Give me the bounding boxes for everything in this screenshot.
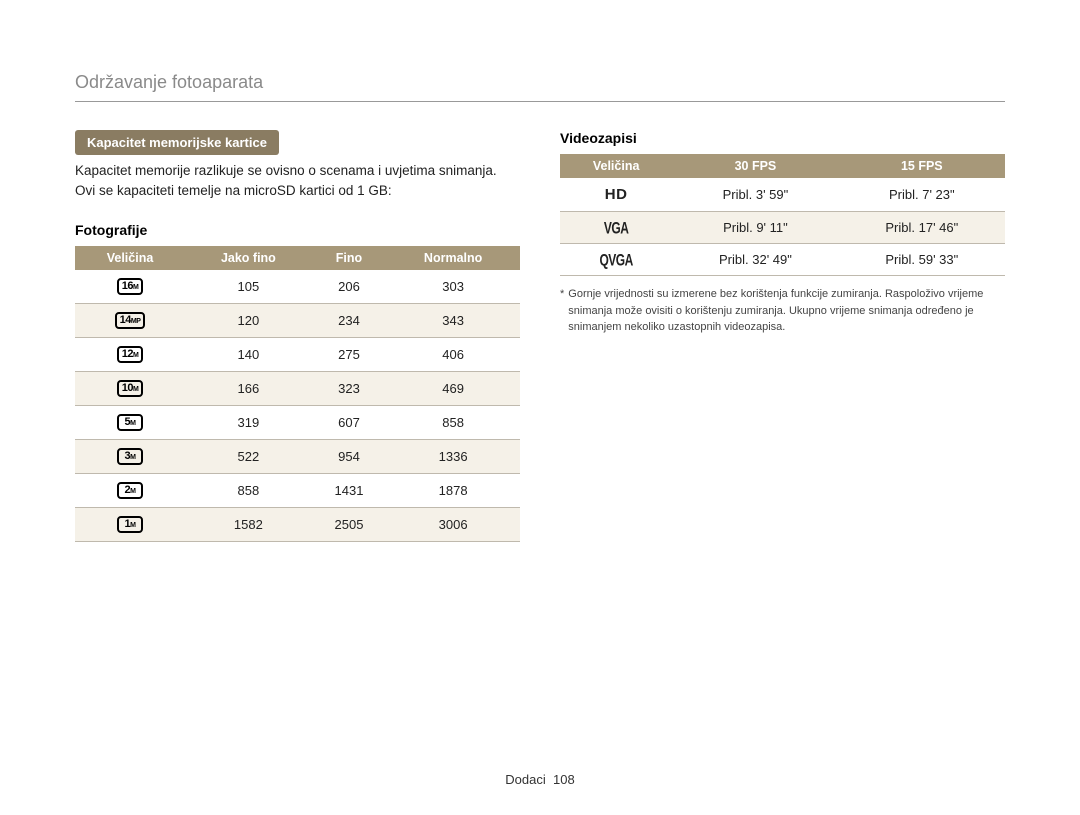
hd-badge-icon: HD (605, 186, 628, 203)
table-header: Veličina (75, 246, 185, 270)
table-cell: 234 (312, 303, 386, 337)
size-cell: 14MP (75, 303, 185, 337)
table-cell: 1336 (386, 439, 520, 473)
table-cell: 2505 (312, 507, 386, 541)
right-column: Videozapisi Veličina 30 FPS 15 FPS HD Pri… (560, 130, 1005, 542)
table-row: 1M 158225053006 (75, 507, 520, 541)
table-cell: 140 (185, 337, 312, 371)
table-cell: 954 (312, 439, 386, 473)
table-header: 30 FPS (672, 154, 838, 178)
footer-page-number: 108 (553, 772, 575, 787)
size-cell: VGA (560, 212, 672, 244)
table-header: Veličina (560, 154, 672, 178)
size-cell: 3M (75, 439, 185, 473)
table-cell: 319 (185, 405, 312, 439)
table-cell: Pribl. 7' 23" (839, 178, 1005, 212)
table-cell: Pribl. 9' 11" (672, 212, 838, 244)
page-footer: Dodaci 108 (0, 772, 1080, 787)
table-cell: 522 (185, 439, 312, 473)
table-header: Jako fino (185, 246, 312, 270)
table-cell: 303 (386, 270, 520, 304)
size-cell: HD (560, 178, 672, 212)
table-header: 15 FPS (839, 154, 1005, 178)
table-cell: 1582 (185, 507, 312, 541)
table-header: Fino (312, 246, 386, 270)
table-row: 2M 85814311878 (75, 473, 520, 507)
size-badge-icon: 12M (117, 346, 144, 363)
section-pill: Kapacitet memorijske kartice (75, 130, 279, 155)
size-badge-icon: 2M (117, 482, 143, 499)
size-cell: 10M (75, 371, 185, 405)
table-cell: 607 (312, 405, 386, 439)
table-row: 14MP 120234343 (75, 303, 520, 337)
size-cell: 16M (75, 270, 185, 304)
table-row: 12M 140275406 (75, 337, 520, 371)
photo-capacity-table: Veličina Jako fino Fino Normalno 16M1052… (75, 246, 520, 543)
qvga-badge-icon: QVGA (599, 251, 632, 270)
size-badge-icon: 1M (117, 516, 143, 533)
content-columns: Kapacitet memorijske kartice Kapacitet m… (75, 130, 1005, 542)
page-title: Održavanje fotoaparata (75, 72, 1005, 102)
table-cell: 858 (386, 405, 520, 439)
size-badge-icon: 10M (117, 380, 144, 397)
size-cell: 12M (75, 337, 185, 371)
table-row: 10M 166323469 (75, 371, 520, 405)
table-cell: 406 (386, 337, 520, 371)
table-cell: 1431 (312, 473, 386, 507)
size-cell: 1M (75, 507, 185, 541)
table-cell: 1878 (386, 473, 520, 507)
size-cell: 2M (75, 473, 185, 507)
table-cell: 343 (386, 303, 520, 337)
table-row: 3M 5229541336 (75, 439, 520, 473)
table-row: HD Pribl. 3' 59"Pribl. 7' 23" (560, 178, 1005, 212)
table-cell: 275 (312, 337, 386, 371)
table-row: 5M 319607858 (75, 405, 520, 439)
table-cell: Pribl. 17' 46" (839, 212, 1005, 244)
footnote-text: Gornje vrijednosti su izmerene bez koriš… (568, 286, 1005, 336)
table-cell: 323 (312, 371, 386, 405)
vga-badge-icon: VGA (604, 219, 629, 238)
subheading-photos: Fotografije (75, 222, 520, 238)
footnote: * Gornje vrijednosti su izmerene bez kor… (560, 286, 1005, 336)
size-badge-icon: 3M (117, 448, 143, 465)
table-cell: 206 (312, 270, 386, 304)
table-cell: Pribl. 59' 33" (839, 244, 1005, 276)
table-cell: 166 (185, 371, 312, 405)
table-row: 16M 105206303 (75, 270, 520, 304)
footnote-star: * (560, 286, 564, 336)
table-cell: Pribl. 32' 49" (672, 244, 838, 276)
left-column: Kapacitet memorijske kartice Kapacitet m… (75, 130, 520, 542)
table-header: Normalno (386, 246, 520, 270)
size-cell: 5M (75, 405, 185, 439)
table-cell: 105 (185, 270, 312, 304)
table-row: QVGA Pribl. 32' 49"Pribl. 59' 33" (560, 244, 1005, 276)
table-cell: 3006 (386, 507, 520, 541)
table-cell: Pribl. 3' 59" (672, 178, 838, 212)
size-badge-icon: 14MP (115, 312, 146, 329)
table-cell: 858 (185, 473, 312, 507)
size-badge-icon: 5M (117, 414, 143, 431)
table-cell: 469 (386, 371, 520, 405)
intro-text: Kapacitet memorije razlikuje se ovisno o… (75, 161, 520, 202)
size-cell: QVGA (560, 244, 672, 276)
table-row: VGA Pribl. 9' 11"Pribl. 17' 46" (560, 212, 1005, 244)
subheading-videos: Videozapisi (560, 130, 1005, 146)
video-capacity-table: Veličina 30 FPS 15 FPS HDPribl. 3' 59"Pr… (560, 154, 1005, 276)
size-badge-icon: 16M (117, 278, 144, 295)
table-cell: 120 (185, 303, 312, 337)
footer-label: Dodaci (505, 772, 545, 787)
